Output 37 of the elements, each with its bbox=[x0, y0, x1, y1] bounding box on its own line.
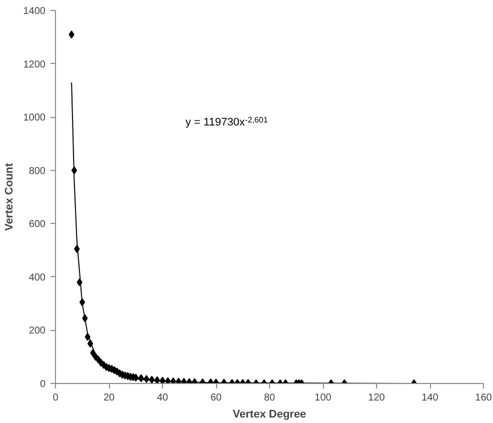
x-tick-label: 160 bbox=[475, 392, 492, 404]
point bbox=[87, 340, 94, 348]
y-tick-label: 1000 bbox=[23, 112, 46, 124]
point bbox=[71, 166, 78, 174]
point bbox=[68, 30, 74, 38]
point bbox=[79, 298, 86, 306]
x-tick-label: 0 bbox=[52, 392, 59, 404]
point bbox=[82, 314, 88, 322]
x-tick-label: 60 bbox=[210, 392, 222, 404]
x-axis-title: Vertex Degree bbox=[232, 408, 306, 420]
x-tick-label: 140 bbox=[422, 392, 439, 404]
x-tick-label: 40 bbox=[156, 392, 168, 404]
x-tick-label: 120 bbox=[368, 392, 386, 404]
y-axis-title: Vertex Count bbox=[3, 162, 16, 231]
point bbox=[84, 332, 90, 341]
y-tick-label: 600 bbox=[28, 219, 46, 230]
point bbox=[170, 377, 176, 384]
point bbox=[148, 376, 155, 384]
y-tick-label: 800 bbox=[28, 166, 46, 177]
point bbox=[176, 378, 182, 384]
point bbox=[76, 278, 82, 286]
y-tick-label: 200 bbox=[28, 326, 46, 337]
x-tick-label: 80 bbox=[264, 392, 276, 404]
y-tick-label: 400 bbox=[28, 272, 46, 284]
point bbox=[181, 378, 187, 384]
point bbox=[154, 376, 160, 384]
y-tick-label: 1200 bbox=[23, 59, 46, 70]
point bbox=[90, 348, 96, 357]
point bbox=[160, 376, 166, 384]
point bbox=[165, 377, 171, 384]
point bbox=[144, 374, 150, 383]
y-tick-label: 0 bbox=[40, 379, 46, 390]
point bbox=[138, 374, 144, 382]
point bbox=[74, 244, 80, 253]
x-tick-label: 20 bbox=[103, 392, 115, 404]
x-tick-label: 100 bbox=[314, 392, 332, 404]
y-tick-label: 1400 bbox=[23, 6, 46, 17]
